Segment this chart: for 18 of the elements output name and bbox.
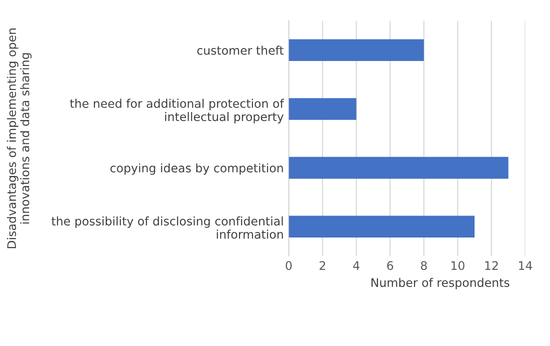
x-tick-label: 8 [420,261,427,270]
y-tick-label: customer theft [197,46,284,55]
y-tick-label: copying ideas by competition [110,163,283,175]
y-tick-label: the possibility of disclosing confidential information [52,216,283,239]
x-tick-label: 0 [286,261,292,270]
bar [288,98,356,120]
x-tick-label: 4 [353,261,360,270]
x-tick-label: 14 [519,261,532,270]
bar [288,156,508,179]
x-axis-title: Number of respondents [372,278,510,290]
y-tick-label: the need for additional protection of intellectual property [70,98,284,124]
x-tick-label: 10 [451,261,464,270]
bar [288,216,475,238]
y-axis-title: Disadvantages of implementing open innovations and data sharing [6,28,32,248]
x-tick-label: 6 [387,261,394,270]
x-tick-label: 12 [485,261,498,270]
bar [288,39,424,62]
x-tick-label: 2 [320,261,326,270]
